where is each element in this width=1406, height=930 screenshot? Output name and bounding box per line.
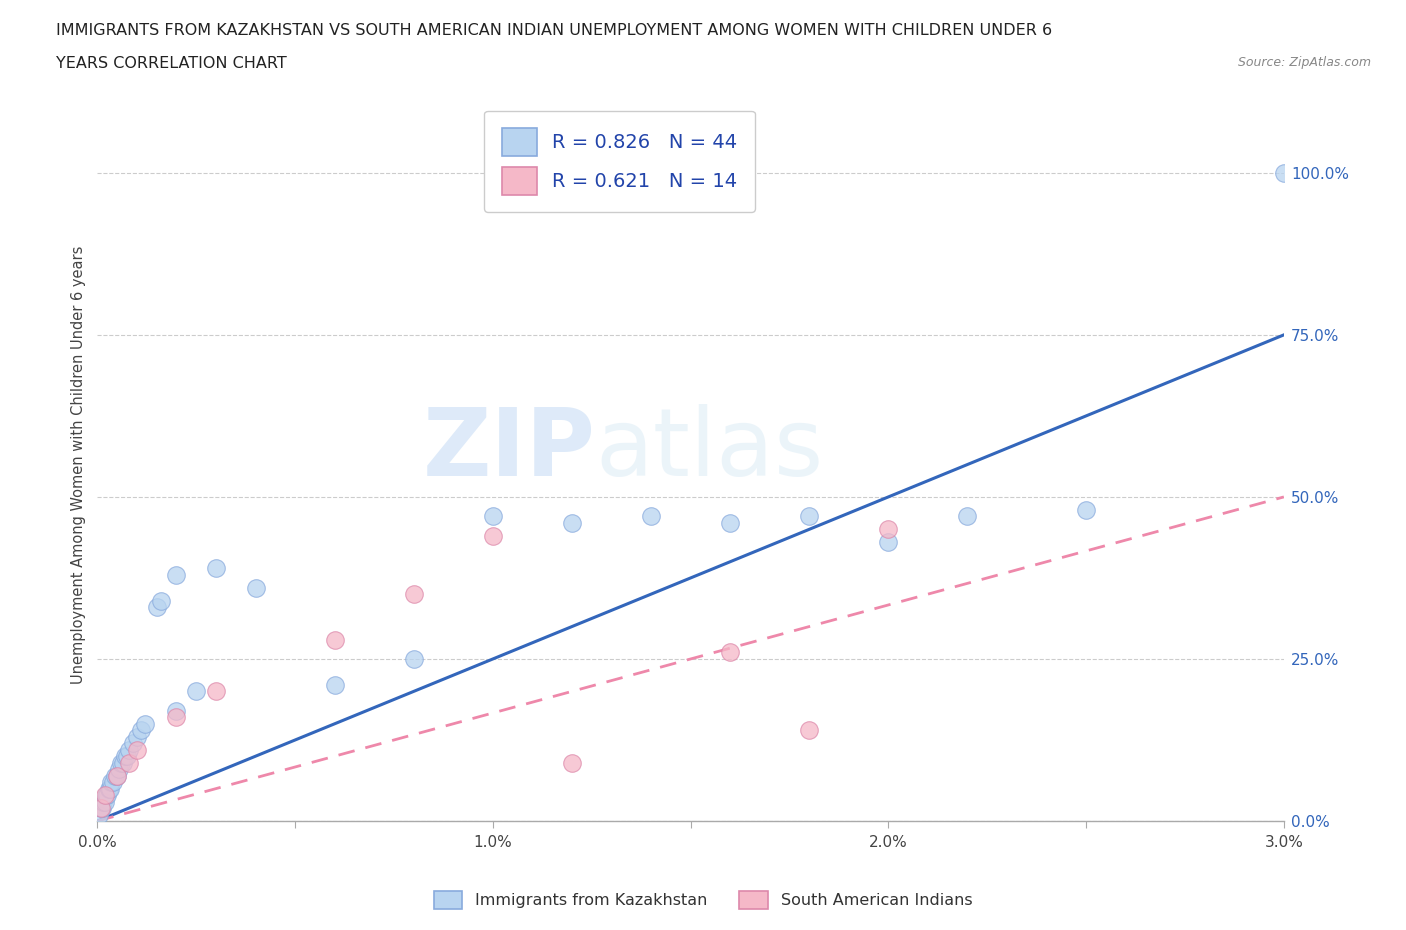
Text: ZIP: ZIP: [423, 405, 596, 497]
Point: [112, 755, 135, 770]
Point: [94, 788, 117, 803]
Point: [98, 781, 121, 796]
Point: [100, 775, 122, 790]
Point: [98, 781, 121, 796]
Point: [205, 561, 228, 576]
Point: [482, 528, 505, 543]
Point: [165, 710, 187, 724]
Point: [402, 587, 425, 602]
Point: [145, 600, 167, 615]
Point: [108, 762, 131, 777]
Point: [122, 736, 145, 751]
Text: YEARS CORRELATION CHART: YEARS CORRELATION CHART: [56, 56, 287, 71]
Point: [165, 567, 187, 582]
Point: [1272, 166, 1295, 180]
Point: [89, 807, 111, 822]
Point: [245, 580, 267, 595]
Point: [110, 755, 132, 770]
Text: IMMIGRANTS FROM KAZAKHSTAN VS SOUTH AMERICAN INDIAN UNEMPLOYMENT AMONG WOMEN WIT: IMMIGRANTS FROM KAZAKHSTAN VS SOUTH AMER…: [56, 23, 1052, 38]
Point: [799, 723, 821, 737]
Point: [402, 652, 425, 667]
Point: [91, 801, 114, 816]
Point: [118, 742, 141, 757]
Point: [799, 509, 821, 524]
Point: [877, 535, 900, 550]
Point: [134, 716, 156, 731]
Point: [640, 509, 662, 524]
Point: [90, 801, 112, 816]
Point: [118, 755, 141, 770]
Point: [561, 515, 583, 530]
Legend: Immigrants from Kazakhstan, South American Indians: Immigrants from Kazakhstan, South Americ…: [426, 883, 980, 917]
Point: [96, 788, 118, 803]
Point: [323, 677, 346, 692]
Point: [718, 515, 741, 530]
Point: [718, 645, 741, 660]
Point: [165, 703, 187, 718]
Point: [205, 684, 228, 698]
Y-axis label: Unemployment Among Women with Children Under 6 years: Unemployment Among Women with Children U…: [72, 246, 86, 684]
Point: [561, 755, 583, 770]
Point: [149, 593, 172, 608]
Point: [956, 509, 979, 524]
Point: [1074, 502, 1097, 517]
Point: [129, 723, 152, 737]
Point: [114, 749, 136, 764]
Point: [186, 684, 208, 698]
Point: [94, 794, 117, 809]
Point: [104, 768, 127, 783]
Point: [105, 768, 128, 783]
Point: [91, 794, 114, 809]
Point: [125, 742, 148, 757]
Text: atlas: atlas: [596, 405, 824, 497]
Point: [115, 749, 138, 764]
Point: [877, 522, 900, 537]
Point: [125, 729, 148, 744]
Point: [94, 788, 117, 803]
Point: [323, 632, 346, 647]
Point: [90, 801, 112, 816]
Legend: R = 0.826   N = 44, R = 0.621   N = 14: R = 0.826 N = 44, R = 0.621 N = 14: [484, 111, 755, 212]
Point: [105, 768, 128, 783]
Point: [101, 775, 124, 790]
Text: Source: ZipAtlas.com: Source: ZipAtlas.com: [1237, 56, 1371, 69]
Point: [482, 509, 505, 524]
